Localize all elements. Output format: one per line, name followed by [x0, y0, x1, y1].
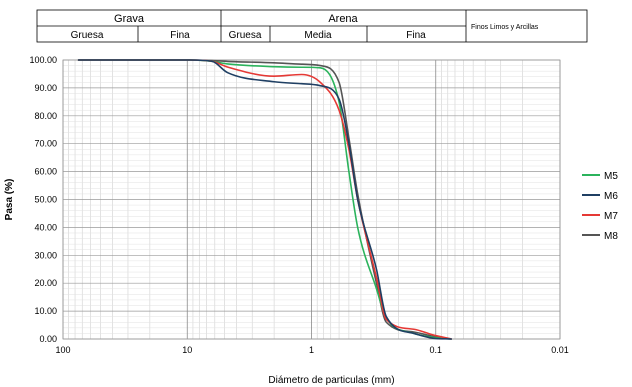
header-grava-fina: Fina [170, 30, 190, 41]
header-arena-media: Media [304, 30, 332, 41]
x-tick-label: 100 [55, 345, 70, 355]
header-arena: Arena [328, 13, 358, 25]
y-tick-label: 90.00 [34, 83, 57, 93]
y-tick-label: 100.00 [29, 55, 57, 65]
y-tick-label: 60.00 [34, 167, 57, 177]
x-tick-label: 0.1 [429, 345, 442, 355]
y-tick-label: 50.00 [34, 195, 57, 205]
y-tick-label: 70.00 [34, 139, 57, 149]
x-tick-label: 1 [309, 345, 314, 355]
legend-label-m5: M5 [604, 171, 618, 182]
header-finos: Finos Limos y Arcillas [471, 24, 539, 31]
header-arena-fina: Fina [406, 30, 426, 41]
y-tick-label: 80.00 [34, 111, 57, 121]
series-lines [77, 59, 453, 340]
plot-border [62, 59, 561, 340]
series-line-m6 [77, 59, 453, 340]
x-axis-tick-labels: 100 10 1 0.1 0.01 [55, 345, 568, 355]
x-tick-label: 10 [182, 345, 192, 355]
legend: M5 M6 M7 M8 [582, 171, 618, 242]
header-grava: Grava [114, 13, 145, 25]
y-tick-label: 20.00 [34, 278, 57, 288]
y-tick-label: 0.00 [39, 334, 57, 344]
y-axis-tick-labels: 0.00 10.00 20.00 30.00 40.00 50.00 60.00 70.00 8… [29, 55, 57, 344]
x-axis-title: Diámetro de particulas (mm) [268, 375, 394, 386]
header-arena-gruesa: Gruesa [229, 30, 262, 41]
legend-label-m8: M8 [604, 231, 618, 242]
y-tick-label: 30.00 [34, 250, 57, 260]
y-tick-label: 10.00 [34, 306, 57, 316]
header-grava-gruesa: Gruesa [71, 30, 104, 41]
legend-label-m7: M7 [604, 211, 618, 222]
x-tick-label: 0.01 [551, 345, 569, 355]
y-axis-title: Pasa (%) [4, 179, 15, 221]
legend-label-m6: M6 [604, 191, 618, 202]
soil-classification-table: Grava Arena Finos Limos y Arcillas Grues… [36, 9, 588, 43]
y-tick-label: 40.00 [34, 222, 57, 232]
